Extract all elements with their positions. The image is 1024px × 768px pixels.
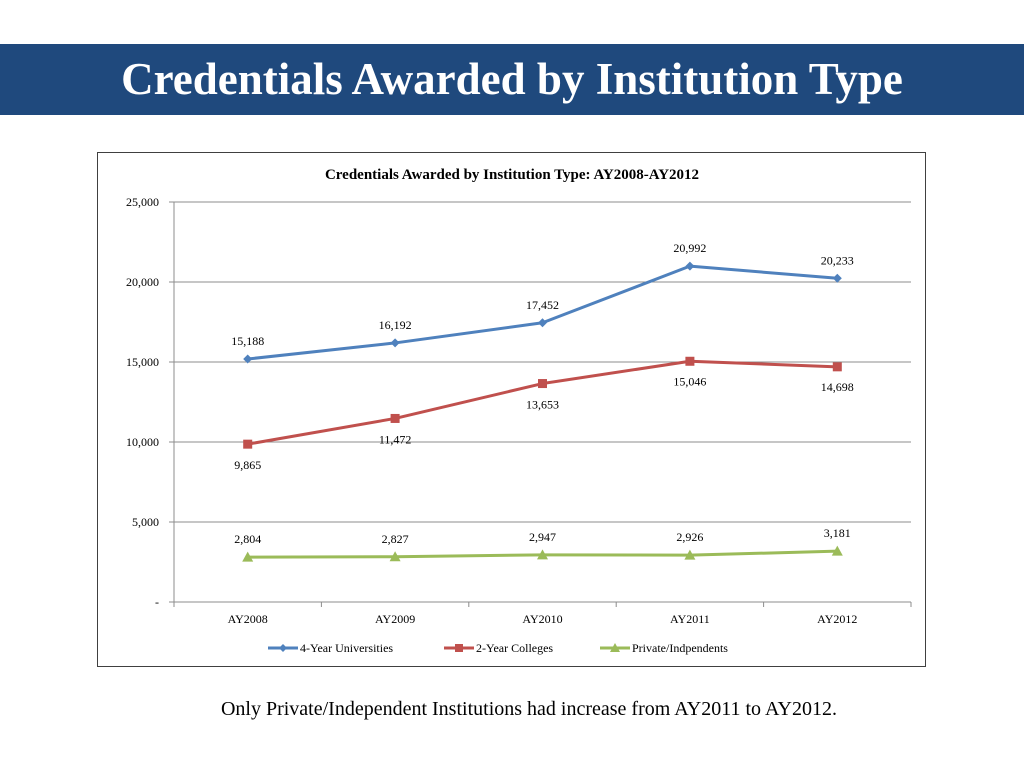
square-marker: [685, 356, 695, 366]
x-tick-label: AY2011: [670, 612, 710, 626]
square-marker: [390, 413, 400, 423]
slide-caption: Only Private/Independent Institutions ha…: [220, 698, 838, 720]
x-tick-label: AY2010: [522, 612, 562, 626]
x-tick-label: AY2008: [228, 612, 268, 626]
diamond-marker: [279, 644, 287, 652]
data-label: 20,233: [821, 253, 854, 267]
legend-label: 4-Year Universities: [300, 641, 393, 655]
data-label: 2,827: [382, 532, 409, 546]
line-chart: Credentials Awarded by Institution Type:…: [126, 167, 912, 655]
y-tick-label: 15,000: [126, 355, 159, 369]
legend: 4-Year Universities 2-Year Colleges Privat…: [268, 641, 728, 655]
data-label: 3,181: [824, 526, 851, 540]
data-labels: 15,188 16,192 17,452 20,992 20,233 9,865 11,47…: [231, 241, 854, 546]
legend-item: 2-Year Colleges: [444, 641, 553, 655]
diamond-marker: [685, 261, 695, 271]
y-tick-label: 5,000: [132, 515, 159, 529]
data-label: 2,926: [676, 530, 703, 544]
diamond-marker: [243, 354, 253, 364]
x-tick-labels: AY2008 AY2009 AY2010 AY2011 AY2012: [228, 612, 858, 626]
y-tick-labels: - 5,000 10,000 15,000 20,000 25,000: [126, 195, 159, 609]
gridlines: [174, 201, 911, 523]
triangle-marker: [831, 545, 843, 556]
square-marker: [538, 379, 547, 389]
series-group: [242, 261, 843, 562]
axes: [169, 201, 912, 607]
diamond-marker: [390, 338, 400, 348]
data-label: 15,046: [673, 374, 706, 388]
data-label: 15,188: [231, 334, 264, 348]
data-label: 11,472: [379, 432, 412, 446]
data-label: 9,865: [234, 458, 261, 472]
title-bar: Credentials Awarded by Institution Type: [0, 44, 1024, 115]
data-label: 2,804: [234, 532, 261, 546]
y-tick-label: 25,000: [126, 195, 159, 209]
legend-item: Private/Indpendents: [600, 641, 728, 655]
legend-label: 2-Year Colleges: [476, 641, 553, 655]
chart-title: Credentials Awarded by Institution Type:…: [325, 167, 699, 183]
x-tick-label: AY2012: [817, 612, 857, 626]
data-label: 2,947: [529, 530, 556, 544]
triangle-marker: [242, 551, 254, 562]
square-marker: [455, 644, 463, 652]
data-label: 13,653: [526, 398, 559, 412]
data-label: 17,452: [526, 298, 559, 312]
square-marker: [832, 362, 842, 372]
data-label: 20,992: [673, 241, 706, 255]
diamond-marker: [832, 273, 842, 283]
y-tick-label: 10,000: [126, 435, 159, 449]
y-tick-label: 20,000: [126, 275, 159, 289]
square-marker: [243, 439, 253, 449]
triangle-marker: [610, 643, 620, 652]
legend-item: 4-Year Universities: [268, 641, 393, 655]
series-line: [247, 264, 838, 361]
chart-frame: Credentials Awarded by Institution Type:…: [97, 152, 926, 667]
data-label: 14,698: [821, 380, 854, 394]
slide-title: Credentials Awarded by Institution Type: [121, 54, 903, 104]
y-tick-label: -: [155, 595, 159, 609]
data-label: 16,192: [379, 318, 412, 332]
triangle-marker: [389, 551, 401, 562]
legend-label: Private/Indpendents: [632, 641, 728, 655]
triangle-marker: [684, 549, 696, 560]
triangle-marker: [537, 549, 548, 560]
diamond-marker: [538, 318, 547, 328]
x-tick-label: AY2009: [375, 612, 415, 626]
